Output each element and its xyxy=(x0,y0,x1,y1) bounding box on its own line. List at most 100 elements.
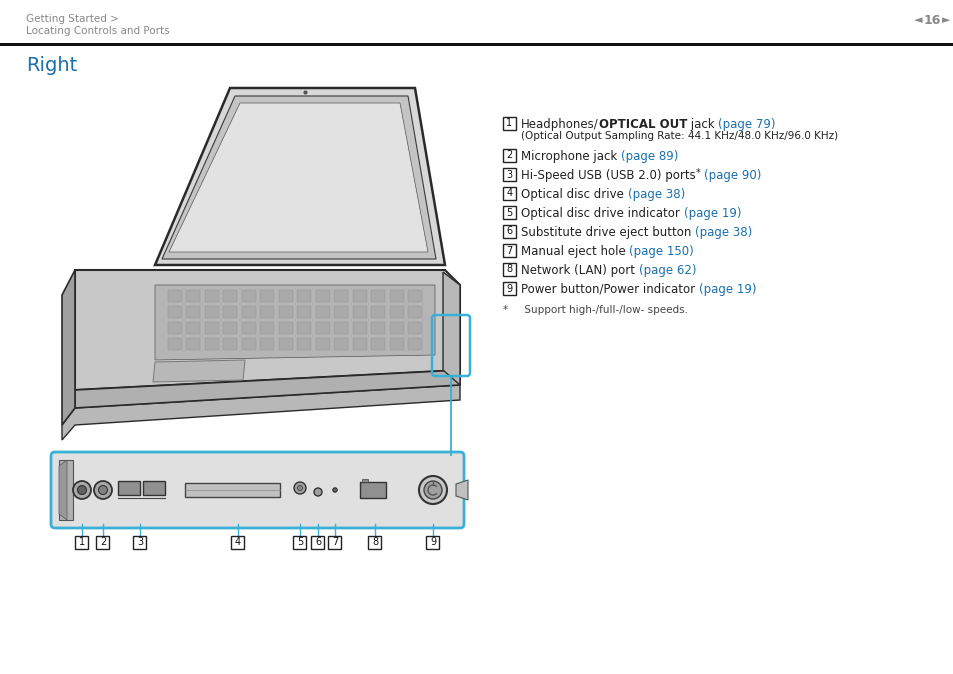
Bar xyxy=(502,149,516,162)
Bar xyxy=(143,481,165,495)
Circle shape xyxy=(73,481,91,499)
Text: 8: 8 xyxy=(372,537,377,547)
Polygon shape xyxy=(186,306,200,318)
Polygon shape xyxy=(168,338,182,350)
Text: 4: 4 xyxy=(506,189,512,199)
Polygon shape xyxy=(408,322,422,334)
Polygon shape xyxy=(353,306,367,318)
Text: 2: 2 xyxy=(100,537,106,547)
Polygon shape xyxy=(260,306,274,318)
Text: (page 38): (page 38) xyxy=(695,226,752,239)
Text: jack: jack xyxy=(686,118,718,131)
Polygon shape xyxy=(260,322,274,334)
Bar xyxy=(502,263,516,276)
Bar xyxy=(502,187,516,200)
Bar xyxy=(232,536,244,549)
Bar xyxy=(312,536,324,549)
Polygon shape xyxy=(62,270,75,425)
Text: 3: 3 xyxy=(137,537,143,547)
Polygon shape xyxy=(75,370,459,408)
Polygon shape xyxy=(390,306,403,318)
Text: (page 89): (page 89) xyxy=(620,150,678,163)
Text: 5: 5 xyxy=(506,208,512,218)
Polygon shape xyxy=(205,338,219,350)
Text: (page 79): (page 79) xyxy=(718,118,775,131)
Text: 3: 3 xyxy=(506,169,512,179)
Polygon shape xyxy=(442,272,459,385)
Polygon shape xyxy=(154,285,435,360)
Bar xyxy=(368,536,381,549)
Text: ◄: ◄ xyxy=(913,15,922,25)
Text: Power button/Power indicator: Power button/Power indicator xyxy=(520,283,699,296)
Polygon shape xyxy=(223,306,237,318)
Polygon shape xyxy=(335,306,348,318)
Bar xyxy=(359,482,386,498)
Bar xyxy=(361,479,368,482)
Polygon shape xyxy=(278,306,293,318)
Polygon shape xyxy=(168,290,182,302)
Polygon shape xyxy=(223,290,237,302)
Polygon shape xyxy=(297,306,312,318)
Polygon shape xyxy=(75,270,459,390)
Text: (page 19): (page 19) xyxy=(699,283,756,296)
Circle shape xyxy=(297,485,302,491)
Bar xyxy=(502,117,516,130)
Circle shape xyxy=(423,481,441,499)
Polygon shape xyxy=(353,290,367,302)
Bar xyxy=(328,536,341,549)
Polygon shape xyxy=(353,338,367,350)
Text: Getting Started >: Getting Started > xyxy=(26,14,119,24)
Polygon shape xyxy=(297,290,312,302)
Polygon shape xyxy=(242,322,255,334)
Polygon shape xyxy=(456,480,468,500)
Text: Substitute drive eject button: Substitute drive eject button xyxy=(520,226,695,239)
Bar xyxy=(426,536,439,549)
Polygon shape xyxy=(371,290,385,302)
Text: Headphones/: Headphones/ xyxy=(520,118,598,131)
Text: 2: 2 xyxy=(506,150,512,160)
Text: 6: 6 xyxy=(314,537,321,547)
Text: Hi-Speed USB (USB 2.0) ports: Hi-Speed USB (USB 2.0) ports xyxy=(520,169,695,182)
Text: (page 90): (page 90) xyxy=(703,169,760,182)
Polygon shape xyxy=(278,338,293,350)
Text: 5: 5 xyxy=(296,537,303,547)
Polygon shape xyxy=(371,322,385,334)
Text: *     Support high-/full-/low- speeds.: * Support high-/full-/low- speeds. xyxy=(502,305,687,315)
Polygon shape xyxy=(205,322,219,334)
Polygon shape xyxy=(335,290,348,302)
Text: ►: ► xyxy=(941,15,949,25)
Polygon shape xyxy=(297,322,312,334)
Bar xyxy=(75,536,89,549)
Circle shape xyxy=(294,482,306,494)
Polygon shape xyxy=(242,306,255,318)
Polygon shape xyxy=(186,322,200,334)
Polygon shape xyxy=(168,322,182,334)
Polygon shape xyxy=(223,338,237,350)
Polygon shape xyxy=(223,322,237,334)
Bar xyxy=(502,225,516,238)
Polygon shape xyxy=(154,88,444,265)
Polygon shape xyxy=(154,270,444,280)
Text: 7: 7 xyxy=(332,537,337,547)
Polygon shape xyxy=(242,290,255,302)
Bar xyxy=(502,206,516,219)
Bar xyxy=(133,536,147,549)
Polygon shape xyxy=(186,290,200,302)
Text: Manual eject hole: Manual eject hole xyxy=(520,245,629,258)
Circle shape xyxy=(98,485,108,495)
Polygon shape xyxy=(408,338,422,350)
Polygon shape xyxy=(315,290,330,302)
Text: (page 19): (page 19) xyxy=(683,207,740,220)
Polygon shape xyxy=(335,338,348,350)
Text: (page 38): (page 38) xyxy=(627,188,684,201)
Bar xyxy=(0,43,953,46)
Text: 4: 4 xyxy=(234,537,241,547)
Polygon shape xyxy=(59,460,73,520)
Polygon shape xyxy=(162,96,436,259)
Text: 1: 1 xyxy=(506,119,512,129)
Polygon shape xyxy=(371,338,385,350)
Polygon shape xyxy=(353,322,367,334)
Bar xyxy=(502,244,516,257)
Circle shape xyxy=(314,488,322,496)
Text: OPTICAL OUT: OPTICAL OUT xyxy=(598,118,686,131)
